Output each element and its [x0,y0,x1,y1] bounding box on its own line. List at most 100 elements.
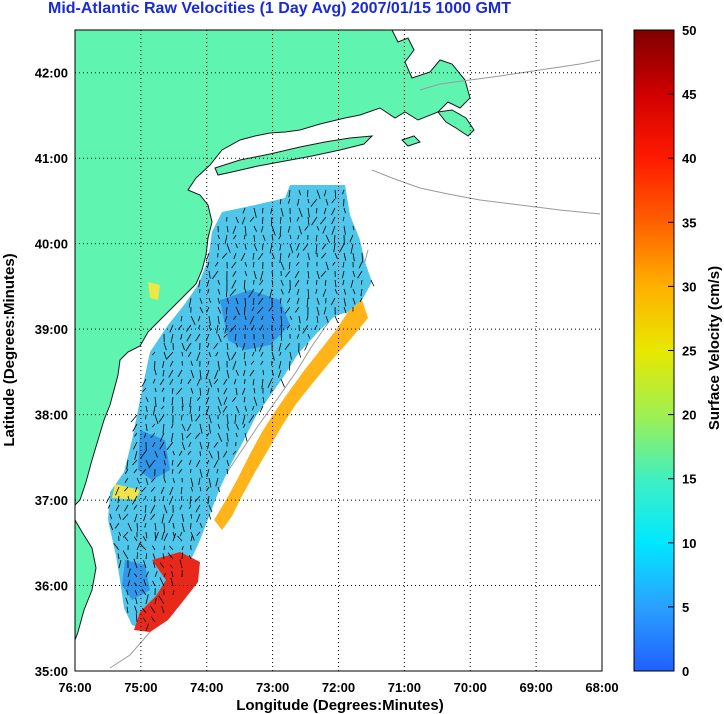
velocity-arrow [186,324,192,332]
velocity-arrow [196,531,201,536]
velocity-arrow [207,441,210,450]
velocity-arrow [214,261,219,267]
velocity-arrow [224,315,228,323]
velocity-arrow [277,369,282,378]
x-tick-label: 75:00 [124,680,157,695]
velocity-arrow [212,270,219,280]
velocity-arrow [163,573,166,578]
velocity-arrow [139,543,147,551]
velocity-arrow [161,513,165,524]
velocity-arrow [168,369,174,378]
velocity-arrow [253,207,257,218]
velocity-arrow [224,324,228,334]
velocity-arrow [150,606,156,614]
velocity-arrow [315,243,318,254]
velocity-arrow [226,414,229,425]
velocity-arrow [248,288,255,298]
velocity-arrow [208,423,211,434]
velocity-arrow [181,522,185,532]
velocity-arrow [207,387,210,395]
velocity-arrow [141,378,147,387]
velocity-arrow [343,207,346,214]
velocity-arrow [188,297,192,308]
velocity-arrow [223,396,228,405]
velocity-arrow [134,513,138,523]
velocity-arrow [343,288,347,295]
velocity-arrow [150,513,156,520]
velocity-field [108,185,372,632]
velocity-arrow [296,243,300,251]
velocity-arrow [316,315,319,323]
velocity-arrow [331,216,336,225]
velocity-arrow [321,243,327,250]
velocity-arrow [206,306,210,313]
velocity-arrow [207,495,210,505]
y-tick-label: 39:00 [35,322,68,337]
velocity-arrow [244,360,247,366]
velocity-arrow [126,606,129,614]
velocity-arrow [151,423,156,428]
velocity-arrow [229,288,237,297]
velocity-arrow [352,297,356,305]
velocity-arrow [242,414,246,425]
velocity-arrow [154,450,158,458]
velocity-arrow [331,225,336,235]
velocity-arrow [167,552,174,560]
velocity-arrow [190,360,193,366]
velocity-arrow [226,369,230,379]
velocity-arrow [323,207,327,215]
velocity-arrow [158,595,165,605]
velocity-arrow [331,207,336,216]
colorbar-tick-label: 30 [682,279,696,294]
velocity-arrow [279,351,282,356]
velocity-arrow [162,423,165,434]
velocity-arrow [232,225,237,234]
velocity-arrow [352,252,355,262]
velocity-arrow [150,504,156,514]
velocity-arrow [143,560,147,569]
velocity-arrow [252,378,255,386]
velocity-arrow [320,270,327,278]
velocity-arrow [199,369,202,380]
velocity-arrow [166,441,174,450]
velocity-arrow [199,522,203,528]
velocity-arrow [152,545,156,551]
velocity-arrow [226,225,229,233]
velocity-arrow [145,531,148,539]
velocity-arrow [171,423,174,429]
velocity-arrow [159,378,165,386]
y-axis-label: Latitude (Degrees:Minutes) [1,253,18,446]
velocity-arrow [134,450,138,460]
velocity-arrow [163,351,167,360]
velocity-arrow [150,432,156,438]
velocity-arrow [316,270,320,280]
velocity-arrow [295,261,300,266]
velocity-arrow [142,387,147,393]
velocity-arrow [190,369,195,379]
velocity-arrow [199,468,203,478]
velocity-arrow [127,522,132,532]
y-tick-label: 42:00 [35,66,68,81]
velocity-arrow [271,252,275,259]
velocity-arrow [240,252,246,261]
velocity-arrow [243,369,246,376]
velocity-field-hot-south [134,552,200,632]
velocity-arrow [296,333,300,339]
velocity-arrow [297,198,300,206]
x-tick-label: 69:00 [520,680,553,695]
velocity-arrow [243,423,246,428]
velocity-arrow [205,252,210,262]
x-tick-label: 73:00 [256,680,289,695]
velocity-arrow [280,288,284,295]
velocity-arrow [251,306,255,312]
velocity-arrow [311,216,318,226]
velocity-arrow [229,324,237,333]
velocity-arrow [166,351,174,360]
velocity-arrow [262,216,264,224]
velocity-arrow [152,553,156,560]
velocity-arrow [231,351,237,360]
velocity-arrow [127,495,130,501]
velocity-arrow [208,297,212,303]
velocity-arrow [217,405,221,414]
velocity-arrow [122,531,129,538]
